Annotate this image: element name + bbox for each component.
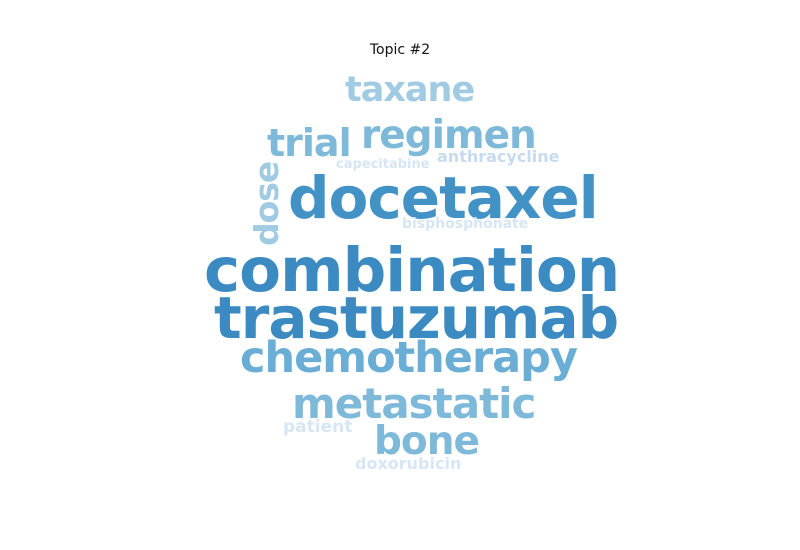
word-capecitabine: capecitabine [336,157,430,172]
word-regimen: regimen [361,113,537,158]
word-dose: dose [247,161,286,246]
word-metastatic: metastatic [292,379,536,428]
word-trial: trial [267,121,352,165]
word-chemotherapy: chemotherapy [240,333,578,383]
word-bisphosphonate: bisphosphonate [402,216,529,232]
word-doxorubicin: doxorubicin [355,454,462,473]
word-bone: bone [374,419,480,464]
chart-title: Topic #2 [369,42,431,58]
word-patient: patient [283,417,353,437]
word-anthracycline: anthracycline [437,147,560,166]
word-taxane: taxane [345,70,475,110]
word-trastuzumab: trastuzumab [214,284,619,352]
word-docetaxel: docetaxel [288,164,599,232]
word-combination: combination [204,235,620,306]
